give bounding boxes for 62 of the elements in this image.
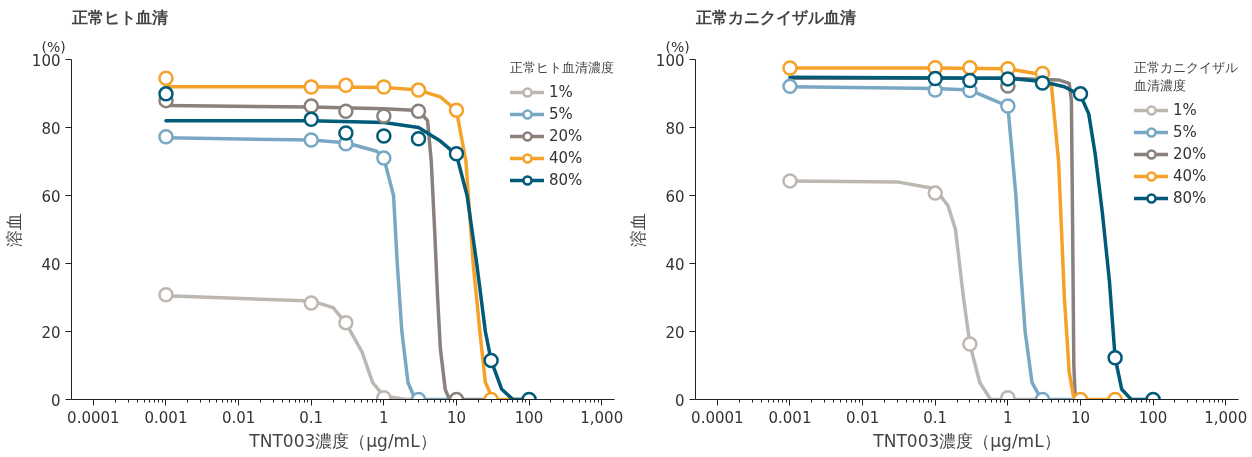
y-tick-label: 40 xyxy=(41,255,61,274)
x-tick-label: 10 xyxy=(446,408,467,427)
point xyxy=(338,125,354,141)
y-tick-label: 20 xyxy=(41,323,61,342)
legend-title: 正常カニクイザル血清濃度 xyxy=(1134,59,1238,95)
point xyxy=(376,108,392,124)
x-tick-label: 1 xyxy=(379,408,389,427)
point xyxy=(410,82,427,98)
y-tick-label: 60 xyxy=(41,187,61,206)
point xyxy=(376,150,392,166)
y-tick-label: 80 xyxy=(41,119,61,138)
y-tick-label: 20 xyxy=(665,323,685,342)
y-axis-title: 溶血 xyxy=(3,212,24,247)
point xyxy=(303,79,319,95)
x-tick-label: 0.1 xyxy=(923,408,948,427)
x-tick-label: 10 xyxy=(1070,408,1091,427)
x-tick-label: 1,000 xyxy=(1204,408,1248,427)
legend-label: 1% xyxy=(549,83,573,101)
x-axis-title: TNT003濃度（μg/mL） xyxy=(248,430,437,451)
x-tick-label: 100 xyxy=(514,408,544,427)
point xyxy=(448,145,465,162)
point xyxy=(376,128,392,144)
point xyxy=(410,130,427,147)
legend-label: 80% xyxy=(549,171,583,189)
point xyxy=(303,111,319,128)
point xyxy=(376,79,392,95)
legend-label: 40% xyxy=(549,149,583,167)
x-tick-label: 0.01 xyxy=(845,408,880,427)
y-axis-title: 溶血 xyxy=(627,212,648,247)
point xyxy=(338,103,354,119)
x-tick-label: 1,000 xyxy=(580,408,624,427)
point xyxy=(338,77,354,94)
y-tick-label: 80 xyxy=(665,119,685,138)
x-tick-label: 1 xyxy=(1003,408,1013,427)
legend-label: 5% xyxy=(549,105,573,123)
x-tick-label: 0.01 xyxy=(221,408,256,427)
text: (%) xyxy=(41,38,66,55)
text: (%) xyxy=(665,38,690,55)
x-tick-label: 0.0001 xyxy=(691,408,744,427)
x-tick-label: 0.0001 xyxy=(67,408,120,427)
point xyxy=(410,103,427,119)
x-tick-label: 0.1 xyxy=(299,408,324,427)
point xyxy=(303,98,319,114)
chart-title: 正常カニクイザル血清 xyxy=(694,7,856,27)
point xyxy=(303,132,319,148)
legend-label: 5% xyxy=(1173,123,1197,141)
legend-label: 20% xyxy=(549,127,583,145)
y-tick-label: 0 xyxy=(50,391,61,410)
y-tick-label: 40 xyxy=(665,255,685,274)
legend-label: 40% xyxy=(1173,167,1207,185)
legend-label: 1% xyxy=(1173,101,1197,119)
legend-label: 80% xyxy=(1173,189,1207,207)
chart-title: 正常ヒト血清 xyxy=(70,7,168,27)
legend-label: 20% xyxy=(1173,145,1207,163)
y-tick-label: 60 xyxy=(665,187,685,206)
x-tick-label: 0.001 xyxy=(144,408,188,427)
point xyxy=(448,102,465,118)
y-tick-label: 0 xyxy=(674,391,685,410)
x-tick-label: 0.001 xyxy=(768,408,812,427)
x-axis-title: TNT003濃度（μg/mL） xyxy=(872,430,1061,451)
legend-title: 正常ヒト血清濃度 xyxy=(510,59,614,77)
x-tick-label: 100 xyxy=(1138,408,1168,427)
